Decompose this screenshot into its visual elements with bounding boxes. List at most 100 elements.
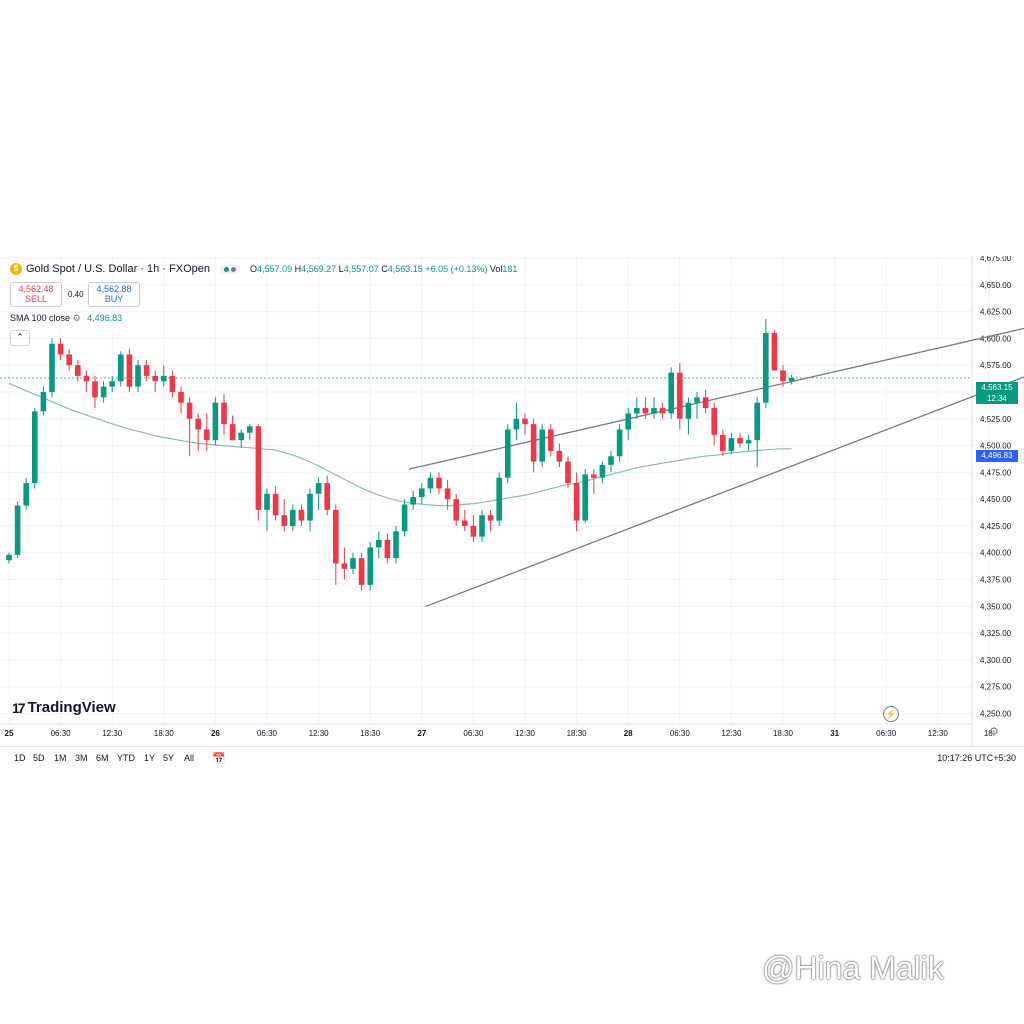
candle-body (556, 450, 563, 462)
candle-body (118, 354, 124, 382)
sma-indicator-row[interactable]: SMA 100 close ⚙ 4,496.83 (10, 313, 122, 324)
last-price-value: 4,563.15 (981, 383, 1013, 392)
range-button-ytd[interactable]: YTD (117, 753, 135, 763)
candle (229, 415, 236, 441)
candle (324, 475, 330, 516)
candle-body (255, 426, 262, 510)
price-tick-label: 4,575.00 (980, 361, 1012, 370)
candle (83, 370, 90, 392)
time-tick-label: 28 (624, 729, 633, 738)
candle (487, 509, 494, 532)
buy-price: 4,562.88 (96, 284, 132, 294)
candle (728, 432, 735, 455)
candle (152, 370, 158, 392)
low-label: L (338, 264, 344, 274)
range-button-1d[interactable]: 1D (14, 753, 26, 763)
range-button-5d[interactable]: 5D (33, 753, 45, 763)
candle-body (616, 429, 623, 457)
time-tick-label: 25 (5, 729, 14, 738)
candle-body (522, 418, 528, 425)
price-chart[interactable]: 4,675.00 4,650.00 4,625.00 4,600.00 4,575.00… (0, 256, 1024, 746)
time-tick-label: 18:30 (154, 729, 175, 738)
candle (32, 408, 38, 489)
candle-body (642, 408, 649, 414)
buy-button[interactable]: 4,562.88 BUY (88, 282, 140, 307)
candle (109, 375, 115, 392)
candle (685, 397, 692, 435)
candle-body (83, 375, 90, 382)
candle-body (57, 343, 64, 355)
sell-label: SELL (24, 294, 48, 304)
candle-body (462, 520, 468, 526)
candle-body (229, 424, 236, 441)
candle (711, 402, 717, 446)
candle-body (109, 381, 115, 387)
range-button-all[interactable]: All (184, 753, 195, 763)
collapse-indicators-button[interactable]: ⌃ (10, 330, 30, 346)
range-button-5y[interactable]: 5Y (163, 753, 175, 763)
market-status-indicator[interactable] (220, 264, 241, 274)
candle (384, 533, 391, 564)
high-value: 4,569.27 (301, 264, 337, 274)
candle (565, 456, 571, 489)
candle-body (651, 408, 657, 414)
open-value: 4,557.09 (257, 264, 293, 274)
candle-body (75, 365, 81, 376)
range-button-6m[interactable]: 6M (96, 753, 109, 763)
high-label: H (294, 264, 302, 274)
range-button-1m[interactable]: 1M (54, 753, 67, 763)
candle (350, 552, 356, 575)
candle-body (6, 554, 12, 561)
candle (677, 363, 683, 430)
candle (737, 432, 743, 448)
candle-body (143, 365, 150, 376)
time-tick-label: 12:30 (928, 729, 949, 738)
candle-body (487, 515, 494, 521)
candle-body (247, 426, 253, 433)
buy-label: BUY (104, 294, 124, 304)
sma-label: SMA 100 close (10, 313, 71, 323)
gear-icon[interactable]: ⚙ (989, 726, 999, 738)
candle (771, 329, 778, 371)
price-tick-label: 4,675.00 (980, 256, 1012, 263)
candle (599, 461, 606, 484)
candle-body (539, 429, 545, 462)
candle-body (333, 509, 339, 564)
range-button-3m[interactable]: 3M (75, 753, 88, 763)
price-tick-label: 4,600.00 (980, 334, 1012, 343)
price-tick-label: 4,250.00 (980, 710, 1012, 719)
candle (462, 509, 468, 532)
sma-100-line (8, 382, 792, 507)
candle (763, 319, 769, 409)
calendar-go-to-icon[interactable]: 📅 (212, 753, 226, 765)
candle (702, 389, 709, 414)
candle-body (169, 375, 176, 392)
candle-body (221, 402, 227, 425)
candle-body (186, 402, 193, 419)
candle (376, 531, 382, 559)
chart-panel[interactable]: 4,675.00 4,650.00 4,625.00 4,600.00 4,575.00… (0, 256, 1024, 770)
tradingview-mark-icon: 17 (12, 699, 26, 716)
timezone-clock[interactable]: 10:17:26 UTC+5:30 (937, 753, 1016, 763)
lightning-icon[interactable]: ⚡ (883, 706, 899, 722)
candle-body (573, 483, 580, 521)
change-value: +6.05 (+0.13%) (425, 264, 488, 274)
candle-body (341, 563, 348, 569)
tradingview-logo[interactable]: 17 TradingView (12, 699, 116, 716)
symbol-title[interactable]: Gold Spot / U.S. Dollar · 1h · FXOpen (26, 263, 211, 275)
settings-toggle-icon[interactable]: ⚙ (72, 313, 81, 323)
candle (634, 397, 640, 419)
candle-body (479, 515, 485, 537)
candle-body (272, 493, 279, 516)
candle (780, 365, 786, 387)
candle-body (324, 483, 330, 510)
sell-button[interactable]: 4,562.48 SELL (10, 282, 62, 307)
price-tick-label: 4,650.00 (980, 281, 1012, 290)
candle (505, 424, 511, 484)
candle-body (530, 424, 537, 462)
candle (720, 429, 726, 457)
candle (238, 429, 244, 448)
time-tick-label: 27 (417, 729, 426, 738)
range-button-1y[interactable]: 1Y (144, 753, 156, 763)
price-tick-label: 4,450.00 (980, 495, 1012, 504)
